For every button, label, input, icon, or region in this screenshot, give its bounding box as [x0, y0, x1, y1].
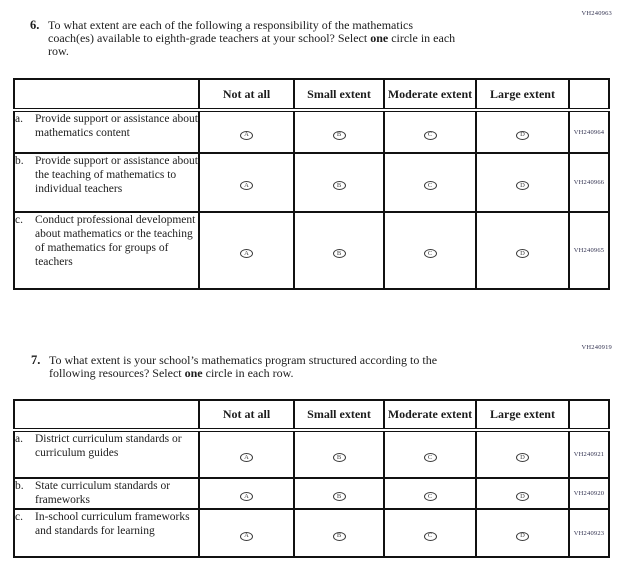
question-7-id-code: VH240919: [581, 344, 612, 351]
question-6-id-code: VH240963: [581, 10, 612, 17]
answer-bubble-q7c-moderate-extent[interactable]: C: [423, 531, 437, 541]
answer-bubble-q6b-small-extent[interactable]: B: [332, 181, 346, 191]
answer-bubble-q7b-small-extent[interactable]: B: [332, 492, 346, 502]
column-header-large-extent: Large extent: [475, 78, 570, 112]
answer-bubble-q6c-small-extent[interactable]: B: [332, 249, 346, 259]
question-6-line2-bold: one: [370, 31, 389, 45]
row-label-cell: c. In-school curriculum frameworks and s…: [13, 508, 200, 558]
stub-header-cell: [13, 399, 200, 432]
question-7-line2-post: circle in each row.: [202, 366, 294, 380]
column-header-moderate-extent: Moderate extent: [383, 399, 477, 432]
answer-bubble-q7a-moderate-extent[interactable]: C: [423, 453, 437, 463]
stub-header-cell: [13, 78, 200, 112]
question-6-line3: row.: [48, 44, 69, 58]
answer-bubble-q6a-not-at-all[interactable]: A: [240, 130, 253, 140]
table-row-q7b: b. State curriculum standards or framewo…: [13, 477, 610, 510]
question-7-text: To what extent is your school’s mathemat…: [49, 354, 597, 380]
answer-bubble-q7a-not-at-all[interactable]: A: [240, 453, 253, 463]
row-label-cell: b. State curriculum standards or framewo…: [13, 477, 200, 510]
answer-bubble-q6b-moderate-extent[interactable]: C: [423, 181, 437, 191]
table-row-q6b: b. Provide support or assistance about t…: [13, 152, 610, 213]
question-6-line2-post: circle in each: [388, 31, 456, 45]
question-6-text: To what extent are each of the following…: [48, 19, 596, 58]
row-id-code: VH240964: [568, 109, 610, 154]
row-letter: a.: [15, 433, 23, 445]
column-header-moderate-extent: Moderate extent: [383, 78, 477, 112]
table-row-q7c: c. In-school curriculum frameworks and s…: [13, 508, 610, 558]
row-label: District curriculum standards or curricu…: [35, 433, 182, 459]
answer-bubble-q6c-large-extent[interactable]: D: [516, 249, 529, 259]
code-header-cell: [568, 78, 610, 112]
row-label: Provide support or assistance about math…: [35, 113, 198, 139]
question-7-table: Not at all Small extent Moderate extent …: [13, 399, 610, 558]
answer-bubble-q6a-large-extent[interactable]: D: [516, 130, 529, 140]
answer-bubble-q6b-not-at-all[interactable]: A: [240, 181, 253, 191]
question-6-table: Not at all Small extent Moderate extent …: [13, 78, 610, 290]
code-header-cell: [568, 399, 610, 432]
answer-bubble-q7a-small-extent[interactable]: B: [332, 453, 346, 463]
column-header-small-extent: Small extent: [293, 399, 385, 432]
answer-bubble-q7b-not-at-all[interactable]: A: [240, 492, 253, 502]
row-letter: b.: [15, 480, 24, 492]
question-7-line2-bold: one: [184, 366, 203, 380]
answer-bubble-q7c-small-extent[interactable]: B: [332, 531, 346, 541]
row-id-code: VH240920: [568, 477, 610, 510]
question-7-number: 7.: [31, 353, 41, 367]
answer-bubble-q7a-large-extent[interactable]: D: [516, 453, 529, 463]
table-row-q7a: a. District curriculum standards or curr…: [13, 429, 610, 479]
table-row-q6a: a. Provide support or assistance about m…: [13, 109, 610, 154]
question-6-line2-pre: coach(es) available to eighth-grade teac…: [48, 31, 371, 45]
table-row-q6c: c. Conduct professional development abou…: [13, 211, 610, 290]
answer-bubble-q6a-small-extent[interactable]: B: [332, 130, 346, 140]
answer-bubble-q7c-large-extent[interactable]: D: [516, 531, 529, 541]
row-label: Provide support or assistance about the …: [35, 155, 198, 195]
row-label: State curriculum standards or frameworks: [35, 480, 171, 506]
row-label-cell: a. District curriculum standards or curr…: [13, 429, 200, 479]
row-id-code: VH240921: [568, 429, 610, 479]
question-7-line1: To what extent is your school’s mathemat…: [49, 353, 438, 367]
row-letter: c.: [15, 511, 23, 523]
row-label-cell: a. Provide support or assistance about m…: [13, 109, 200, 154]
header-row: Not at all Small extent Moderate extent …: [13, 78, 610, 112]
answer-bubble-q6b-large-extent[interactable]: D: [516, 181, 529, 191]
answer-bubble-q6a-moderate-extent[interactable]: C: [423, 130, 437, 140]
row-letter: c.: [15, 214, 23, 226]
answer-bubble-q7b-large-extent[interactable]: D: [516, 492, 529, 502]
column-header-not-at-all: Not at all: [198, 399, 295, 432]
answer-bubble-q6c-moderate-extent[interactable]: C: [423, 249, 437, 259]
answer-bubble-q7c-not-at-all[interactable]: A: [240, 531, 253, 541]
question-7-line2-pre: following resources? Select: [49, 366, 185, 380]
question-6-number: 6.: [30, 18, 40, 32]
row-letter: b.: [15, 155, 24, 167]
column-header-large-extent: Large extent: [475, 399, 570, 432]
answer-bubble-q7b-moderate-extent[interactable]: C: [423, 492, 437, 502]
question-6-line1: To what extent are each of the following…: [48, 18, 414, 32]
row-id-code: VH240965: [568, 211, 610, 290]
row-label: In-school curriculum frameworks and stan…: [35, 511, 190, 537]
row-letter: a.: [15, 113, 23, 125]
row-label-cell: c. Conduct professional development abou…: [13, 211, 200, 290]
row-id-code: VH240923: [568, 508, 610, 558]
row-id-code: VH240966: [568, 152, 610, 213]
row-label-cell: b. Provide support or assistance about t…: [13, 152, 200, 213]
header-row: Not at all Small extent Moderate extent …: [13, 399, 610, 432]
row-label: Conduct professional development about m…: [35, 214, 196, 268]
column-header-not-at-all: Not at all: [198, 78, 295, 112]
column-header-small-extent: Small extent: [293, 78, 385, 112]
answer-bubble-q6c-not-at-all[interactable]: A: [240, 249, 253, 259]
